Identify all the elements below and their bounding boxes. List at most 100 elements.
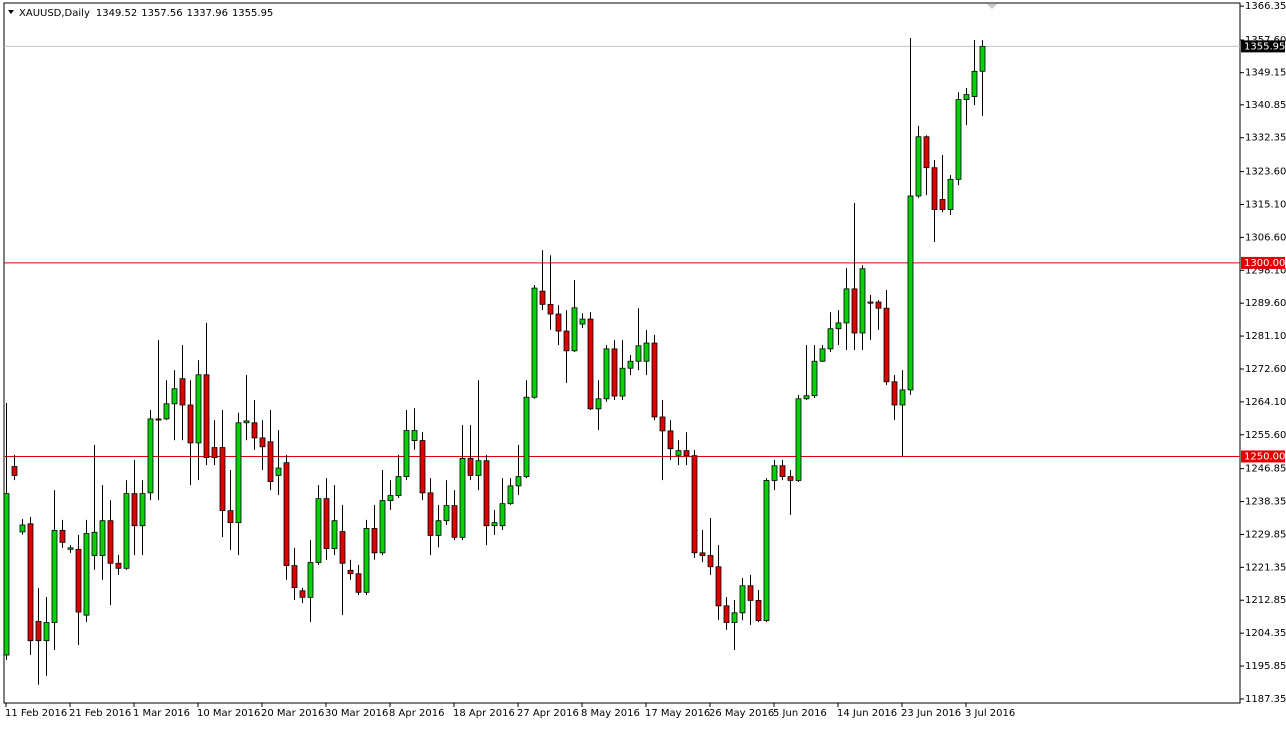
candle-body <box>259 437 266 448</box>
candle-body <box>579 318 586 325</box>
header-open: 1349.52 <box>96 8 137 19</box>
candle-body <box>555 313 562 332</box>
x-tick-label: 5 Jun 2016 <box>773 708 827 719</box>
candle-body <box>27 523 34 642</box>
candle-body <box>195 374 202 444</box>
candle-body <box>283 462 290 566</box>
candle-body <box>731 612 738 623</box>
candle-body <box>435 520 442 536</box>
candle-body <box>595 398 602 410</box>
candle-body <box>955 99 962 180</box>
candle-body <box>147 418 154 494</box>
candle-body <box>91 531 98 556</box>
candle-body <box>899 389 906 406</box>
candle-body <box>747 585 754 601</box>
candle-body <box>755 600 762 621</box>
candle-body <box>171 388 178 405</box>
candle-body <box>563 330 570 352</box>
x-tick-label: 21 Feb 2016 <box>69 708 131 719</box>
candle-body <box>851 288 858 334</box>
candle-body <box>507 485 514 505</box>
level-label-box <box>1241 256 1285 269</box>
x-tick-label: 14 Jun 2016 <box>837 708 897 719</box>
candle-body <box>307 562 314 598</box>
candle-body <box>939 199 946 210</box>
x-tick-label: 30 Mar 2016 <box>325 708 388 719</box>
candle-body <box>531 287 538 398</box>
candle-body <box>339 531 346 564</box>
candle-body <box>979 45 986 72</box>
candle-body <box>355 573 362 593</box>
candle-body <box>859 268 866 334</box>
candle-body <box>163 403 170 420</box>
candle-body <box>539 290 546 305</box>
candle-body <box>379 500 386 554</box>
candle-body <box>795 398 802 481</box>
x-tick-label: 1 Mar 2016 <box>133 708 190 719</box>
candle-body <box>155 418 162 421</box>
candle-body <box>867 301 874 304</box>
y-tick-label: 1187.35 <box>1245 694 1286 705</box>
candle-body <box>243 420 250 424</box>
candle-body <box>203 374 210 459</box>
candle-body <box>635 345 642 362</box>
candle-body <box>683 450 690 457</box>
candle-body <box>467 457 474 476</box>
y-tick-label: 1255.60 <box>1245 430 1286 441</box>
x-tick-label: 27 Apr 2016 <box>517 708 579 719</box>
x-tick-label: 20 Mar 2016 <box>261 708 324 719</box>
candle-body <box>371 528 378 554</box>
y-tick-label: 1272.60 <box>1245 364 1286 375</box>
candle-body <box>75 548 82 613</box>
candle-body <box>99 520 106 556</box>
candle-body <box>291 565 298 589</box>
candle-body <box>387 495 394 501</box>
symbol: XAUUSD,Daily <box>19 8 90 19</box>
candle-body <box>267 441 274 483</box>
candle-body <box>827 328 834 350</box>
level-label: 1250.00 <box>1244 451 1285 462</box>
candle-body <box>227 510 234 524</box>
x-tick-label: 18 Apr 2016 <box>453 708 515 719</box>
candle-body <box>219 447 226 512</box>
candle-body <box>835 322 842 330</box>
candle-body <box>411 430 418 441</box>
y-tick-label: 1366.35 <box>1245 1 1286 12</box>
candle-body <box>275 467 282 476</box>
candle-body <box>739 585 746 614</box>
candle-body <box>803 395 810 400</box>
y-tick-label: 1264.10 <box>1245 397 1286 408</box>
candle-body <box>43 622 50 642</box>
candle-body <box>923 136 930 169</box>
header: XAUUSD,Daily 1349.52 1357.56 1337.96 1355.95 <box>19 8 273 19</box>
candle-body <box>971 70 978 97</box>
candle-body <box>947 178 954 210</box>
candle-body <box>403 430 410 477</box>
y-tick-label: 1349.15 <box>1245 68 1286 79</box>
y-tick-label: 1246.85 <box>1245 464 1286 475</box>
candle-body <box>819 348 826 362</box>
candle-body <box>3 493 10 656</box>
candle-body <box>667 430 674 450</box>
price-label-box <box>1241 40 1285 53</box>
candle-body <box>315 498 322 563</box>
candle-body <box>547 303 554 315</box>
candle-body <box>419 440 426 494</box>
candle-body <box>107 520 114 564</box>
x-tick-label: 11 Feb 2016 <box>5 708 67 719</box>
candle-body <box>723 605 730 623</box>
candle-body <box>603 348 610 400</box>
candle-body <box>67 547 74 550</box>
y-tick-label: 1332.35 <box>1245 133 1286 144</box>
y-tick-label: 1298.10 <box>1245 265 1286 276</box>
candle-body <box>787 476 794 481</box>
menu-triangle[interactable] <box>8 10 14 14</box>
header-close: 1355.95 <box>232 8 273 19</box>
candle-body <box>443 505 450 522</box>
y-tick-label: 1289.60 <box>1245 298 1286 309</box>
candle-body <box>115 562 122 569</box>
candle-body <box>523 396 530 477</box>
candle-body <box>907 195 914 391</box>
candle-body <box>11 466 18 476</box>
